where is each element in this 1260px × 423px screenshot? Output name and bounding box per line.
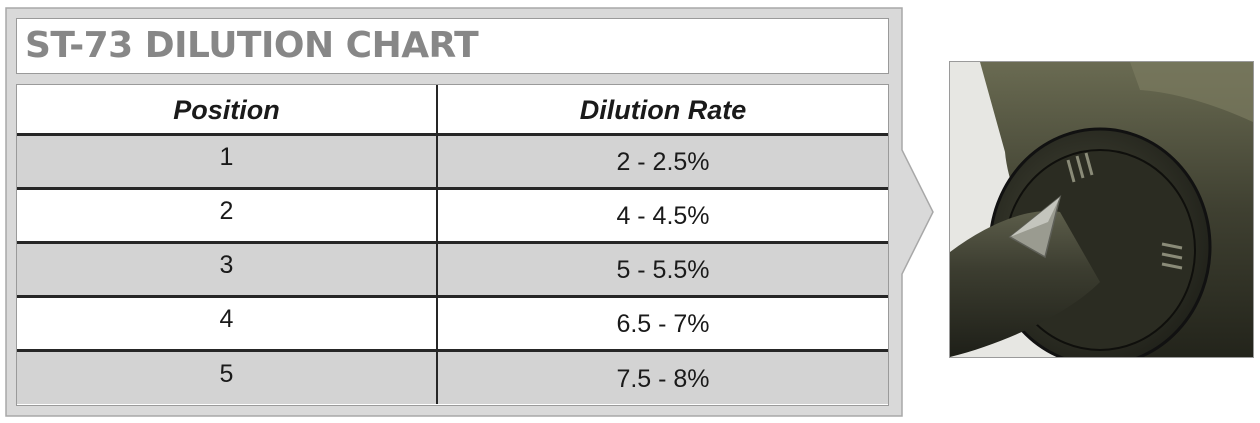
chart-title-box: ST-73 DILUTION CHART bbox=[16, 18, 889, 74]
dilution-rate-cell: 4 - 4.5% bbox=[616, 202, 710, 230]
position-cell: 2 bbox=[17, 190, 438, 241]
dilution-rate-cell: 2 - 2.5% bbox=[616, 148, 710, 176]
dilution-rate-cell: 5 - 5.5% bbox=[616, 256, 710, 284]
table-header-row: Position Dilution Rate bbox=[17, 85, 888, 136]
dilution-table: Position Dilution Rate 1 2 - 2.5% 2 4 - … bbox=[16, 84, 889, 406]
position-cell: 3 bbox=[17, 244, 438, 295]
dilution-rate-cell: 7.5 - 8% bbox=[616, 364, 710, 393]
table-row: 2 4 - 4.5% bbox=[17, 190, 888, 244]
dilution-rate-column-header: Dilution Rate bbox=[579, 94, 747, 125]
dilution-dial-photo bbox=[949, 61, 1254, 358]
dilution-rate-cell: 6.5 - 7% bbox=[616, 310, 710, 338]
table-row: 3 5 - 5.5% bbox=[17, 244, 888, 298]
table-row: 4 6.5 - 7% bbox=[17, 298, 888, 352]
table-row: 5 7.5 - 8% bbox=[17, 352, 888, 404]
position-cell: 4 bbox=[17, 298, 438, 349]
position-cell: 1 bbox=[17, 136, 438, 187]
position-column-header: Position bbox=[17, 85, 438, 133]
chart-title: ST-73 DILUTION CHART bbox=[25, 25, 479, 66]
table-row: 1 2 - 2.5% bbox=[17, 136, 888, 190]
position-cell: 5 bbox=[17, 352, 438, 404]
